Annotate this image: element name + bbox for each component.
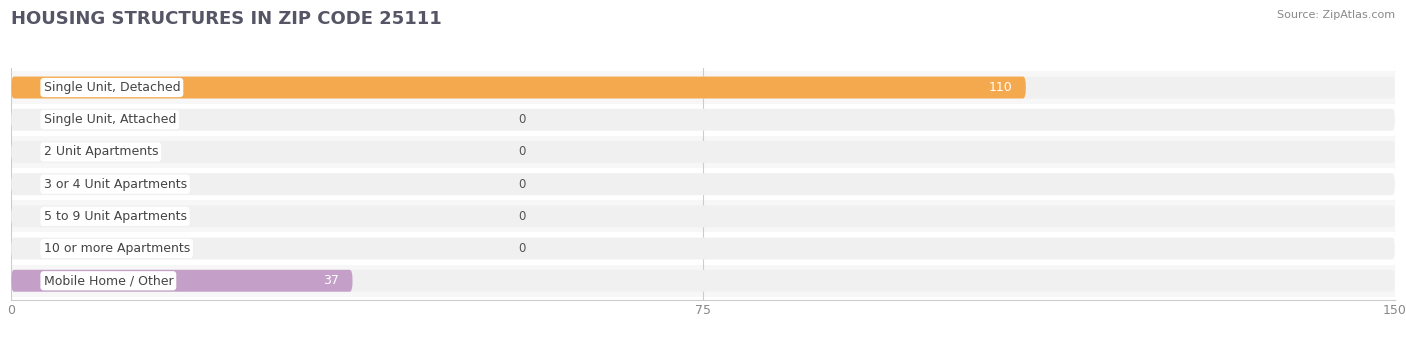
- Text: 110: 110: [988, 81, 1012, 94]
- FancyBboxPatch shape: [11, 77, 1026, 99]
- FancyBboxPatch shape: [11, 77, 1395, 99]
- FancyBboxPatch shape: [11, 109, 1395, 131]
- FancyBboxPatch shape: [11, 233, 1395, 265]
- FancyBboxPatch shape: [11, 265, 1395, 297]
- Text: 37: 37: [323, 274, 339, 287]
- Text: 3 or 4 Unit Apartments: 3 or 4 Unit Apartments: [44, 178, 187, 191]
- FancyBboxPatch shape: [11, 173, 1395, 195]
- Text: 5 to 9 Unit Apartments: 5 to 9 Unit Apartments: [44, 210, 187, 223]
- FancyBboxPatch shape: [11, 104, 1395, 136]
- Text: 0: 0: [519, 242, 526, 255]
- FancyBboxPatch shape: [11, 270, 1395, 292]
- FancyBboxPatch shape: [11, 71, 1395, 104]
- FancyBboxPatch shape: [11, 270, 353, 292]
- Text: Single Unit, Detached: Single Unit, Detached: [44, 81, 180, 94]
- Text: 0: 0: [519, 178, 526, 191]
- FancyBboxPatch shape: [11, 168, 1395, 200]
- Text: 0: 0: [519, 210, 526, 223]
- FancyBboxPatch shape: [11, 238, 1395, 260]
- Text: 0: 0: [519, 113, 526, 126]
- Text: Single Unit, Attached: Single Unit, Attached: [44, 113, 176, 126]
- Text: Mobile Home / Other: Mobile Home / Other: [44, 274, 173, 287]
- Text: 2 Unit Apartments: 2 Unit Apartments: [44, 145, 157, 159]
- FancyBboxPatch shape: [11, 200, 1395, 233]
- FancyBboxPatch shape: [11, 205, 1395, 227]
- FancyBboxPatch shape: [11, 136, 1395, 168]
- Text: 10 or more Apartments: 10 or more Apartments: [44, 242, 190, 255]
- Text: HOUSING STRUCTURES IN ZIP CODE 25111: HOUSING STRUCTURES IN ZIP CODE 25111: [11, 10, 441, 28]
- Text: Source: ZipAtlas.com: Source: ZipAtlas.com: [1277, 10, 1395, 20]
- Text: 0: 0: [519, 145, 526, 159]
- FancyBboxPatch shape: [11, 141, 1395, 163]
